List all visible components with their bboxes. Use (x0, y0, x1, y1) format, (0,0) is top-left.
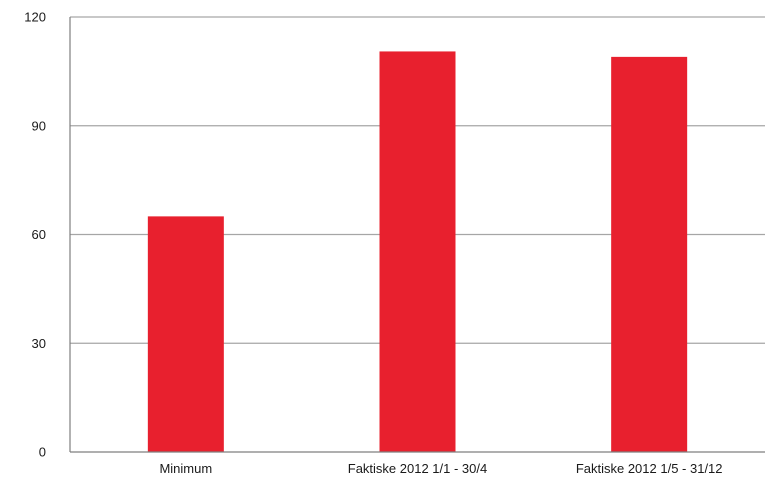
x-tick-labels: Minimum Faktiske 2012 1/1 - 30/4 Faktiske … (159, 461, 722, 476)
bar (379, 51, 456, 452)
y-tick-label: 120 (24, 10, 46, 25)
axes (69, 17, 765, 453)
y-tick-label: 60 (32, 227, 46, 242)
bars (147, 51, 688, 452)
y-tick-labels: 0 30 60 90 120 (24, 10, 46, 460)
y-tick-label: 30 (32, 336, 46, 351)
x-tick-label: Minimum (159, 461, 212, 476)
bar (611, 56, 688, 452)
y-tick-label: 0 (39, 445, 46, 460)
x-tick-label: Faktiske 2012 1/5 - 31/12 (576, 461, 723, 476)
x-tick-label: Faktiske 2012 1/1 - 30/4 (348, 461, 487, 476)
y-tick-label: 90 (32, 118, 46, 133)
bar (147, 216, 224, 452)
